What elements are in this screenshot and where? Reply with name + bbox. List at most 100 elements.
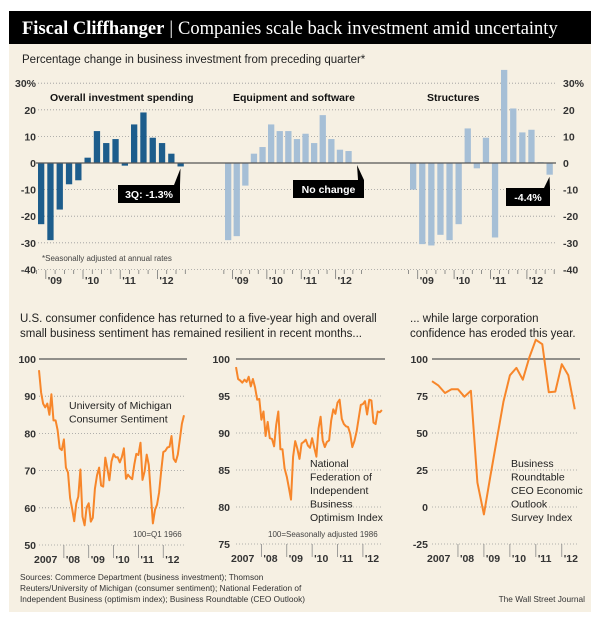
bar	[38, 163, 45, 225]
bar	[446, 163, 453, 241]
bar	[276, 131, 283, 163]
bar	[131, 124, 138, 163]
bar	[464, 128, 471, 163]
bar	[225, 163, 232, 241]
x-tick-label: '12	[564, 553, 578, 565]
series-line	[431, 338, 576, 516]
x-tick-label: '08	[460, 553, 474, 565]
sources-line-3: Independent Business (optimism index); B…	[20, 594, 305, 604]
x-tick-label: 2007	[231, 553, 255, 565]
bar	[455, 163, 462, 225]
bar	[293, 139, 301, 163]
index-base-note: 100=Seasonally adjusted 1986	[268, 530, 378, 539]
x-tick-label: '09	[420, 275, 434, 287]
header-separator: |	[169, 19, 173, 39]
callout-label: No change	[302, 184, 356, 196]
y-tick-label-right: -20	[563, 211, 578, 223]
section-head-left-2: small business sentiment has remained re…	[20, 328, 362, 340]
credit: The Wall Street Journal	[499, 594, 586, 604]
bar	[56, 163, 63, 210]
bar	[419, 163, 426, 245]
y-tick-label-right: -30	[563, 238, 578, 250]
bar	[519, 132, 526, 163]
bar	[168, 153, 175, 163]
bar	[75, 163, 82, 181]
y-tick-label-left: -40	[21, 264, 36, 276]
bar	[149, 137, 156, 163]
y-tick-label: 50	[416, 428, 428, 440]
y-tick-label-right: -40	[563, 264, 578, 276]
series-label: CEO Economic	[511, 485, 583, 497]
y-tick-label: 70	[24, 466, 36, 478]
bar	[285, 131, 292, 163]
bar	[482, 137, 490, 163]
x-tick-label: '11	[303, 275, 317, 287]
x-tick-label: '10	[85, 275, 99, 287]
x-tick-label: '08	[263, 553, 277, 565]
series-label: Roundtable	[511, 472, 565, 484]
section-head-left-1: U.S. consumer confidence has returned to…	[20, 313, 377, 325]
y-tick-label-left: -30	[21, 238, 36, 250]
bar	[473, 163, 480, 169]
bar-chart-title: Percentage change in business investment…	[22, 54, 366, 66]
callout-label: -4.4%	[514, 192, 542, 204]
y-tick-label: 90	[218, 428, 230, 440]
bar	[242, 163, 249, 186]
y-tick-label: 100	[410, 354, 428, 366]
x-tick-label: '09	[289, 553, 303, 565]
index-base-note: 100=Q1 1966	[133, 530, 182, 539]
bar	[311, 143, 318, 163]
series-label: Independent	[310, 485, 368, 497]
bar	[112, 139, 119, 163]
bar	[345, 151, 352, 163]
bar-chart-note: *Seasonally adjusted at annual rates	[42, 254, 172, 263]
x-tick-label: '08	[66, 554, 80, 566]
y-tick-label: -25	[413, 539, 428, 551]
y-tick-label-right: -10	[563, 185, 578, 197]
series-title: Overall investment spending	[50, 92, 194, 104]
y-tick-label: 60	[24, 503, 36, 515]
bar	[410, 163, 417, 190]
header-subtitle: Companies scale back investment amid unc…	[178, 19, 558, 39]
y-tick-label: 100	[212, 354, 230, 366]
bar	[437, 163, 444, 235]
x-tick-label: 2007	[427, 553, 451, 565]
bar	[65, 163, 73, 185]
bar	[233, 163, 240, 237]
bar	[250, 153, 258, 163]
sources-line-2: Reuters/University of Michigan (consumer…	[20, 583, 302, 593]
series-label: Business	[310, 499, 353, 511]
callout-label: 3Q: -1.3%	[125, 189, 174, 201]
header-title: Fiscal Cliffhanger	[22, 19, 164, 39]
y-tick-label-left: 0	[30, 158, 36, 170]
y-tick-label-left: -20	[21, 211, 36, 223]
y-tick-label-left: 30%	[15, 78, 37, 90]
callout-box	[118, 168, 181, 203]
series-label: Business	[511, 458, 554, 470]
bar	[546, 163, 553, 175]
series-title: Structures	[427, 92, 480, 104]
bar	[491, 163, 499, 238]
x-tick-label: '11	[340, 553, 354, 565]
bar	[47, 163, 54, 241]
x-tick-label: '10	[512, 553, 526, 565]
header-bar	[9, 11, 591, 44]
series-line	[38, 370, 185, 527]
panel-background	[9, 44, 591, 612]
x-tick-label: '09	[91, 554, 105, 566]
x-tick-label: '12	[365, 553, 379, 565]
x-tick-label: '12	[338, 275, 352, 287]
x-tick-label: '10	[456, 275, 470, 287]
series-label: Survey Index	[511, 512, 573, 524]
series-label: Optimism Index	[310, 512, 384, 524]
y-tick-label: 95	[218, 391, 230, 403]
y-tick-label: 85	[218, 465, 230, 477]
y-tick-label: 25	[416, 465, 428, 477]
series-label: National	[310, 458, 349, 470]
bar	[158, 143, 166, 163]
bar	[103, 143, 110, 163]
series-label: Federation of	[310, 472, 372, 484]
x-tick-label: '12	[529, 275, 543, 287]
bar	[84, 157, 91, 163]
